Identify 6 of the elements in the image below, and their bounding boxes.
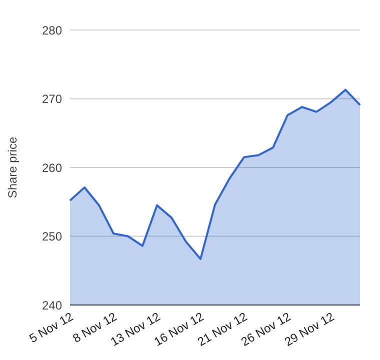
y-tick-label: 260 [42, 160, 62, 175]
y-axis-title: Share price [5, 136, 20, 198]
y-tick-label: 240 [42, 298, 62, 312]
y-tick-label: 270 [42, 92, 62, 106]
y-tick-label: 280 [42, 23, 62, 38]
y-tick-label: 250 [42, 230, 62, 244]
